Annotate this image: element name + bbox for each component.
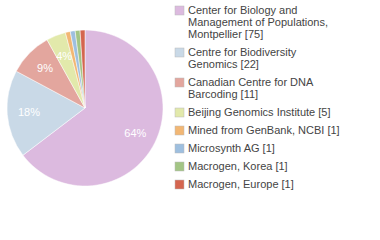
legend-line: Centre for Biodiversity	[188, 46, 297, 58]
slice	[80, 30, 85, 108]
legend-label: Canadian Centre for DNABarcoding [11]	[188, 76, 314, 100]
legend-item: Mined from GenBank, NCBI [1]	[175, 124, 340, 136]
pie	[7, 30, 163, 186]
legend-label: Centre for BiodiversityGenomics [22]	[188, 46, 297, 70]
legend-swatch	[175, 126, 184, 135]
legend-label: Beijing Genomics Institute [5]	[188, 106, 330, 118]
legend-swatch	[175, 48, 184, 57]
data-labels: 64% 18% 9%4%	[18, 50, 147, 139]
legend-label: Mined from GenBank, NCBI [1]	[188, 124, 340, 136]
data-label: 4%	[56, 50, 72, 62]
legend-swatch	[175, 144, 184, 153]
legend-item: Centre for BiodiversityGenomics [22]	[175, 46, 297, 70]
legend-label: Macrogen, Europe [1]	[188, 178, 294, 190]
legend-item: Macrogen, Korea [1]	[175, 160, 288, 172]
legend-swatch	[175, 78, 184, 87]
legend-line: Microsynth AG [1]	[188, 142, 275, 154]
legend-item: Center for Biology andManagement of Popu…	[175, 4, 328, 40]
slice	[70, 31, 85, 108]
legend-label: Microsynth AG [1]	[188, 142, 275, 154]
legend-line: Macrogen, Europe [1]	[188, 178, 294, 190]
legend: Center for Biology andManagement of Popu…	[175, 4, 340, 190]
legend-line: Mined from GenBank, NCBI [1]	[188, 124, 340, 136]
legend-item: Microsynth AG [1]	[175, 142, 275, 154]
legend-line: Macrogen, Korea [1]	[188, 160, 288, 172]
legend-swatch	[175, 108, 184, 117]
data-label: 9%	[37, 62, 53, 74]
legend-swatch	[175, 6, 184, 15]
legend-line: Center for Biology and	[188, 4, 297, 16]
legend-line: Genomics [22]	[188, 58, 259, 70]
legend-item: Beijing Genomics Institute [5]	[175, 106, 330, 118]
legend-swatch	[175, 180, 184, 189]
legend-line: Barcoding [11]	[188, 88, 258, 100]
legend-label: Macrogen, Korea [1]	[188, 160, 288, 172]
legend-line: Montpellier [75]	[188, 28, 263, 40]
legend-item: Canadian Centre for DNABarcoding [11]	[175, 76, 314, 100]
legend-line: Beijing Genomics Institute [5]	[188, 106, 330, 118]
data-label: 18%	[18, 106, 40, 118]
legend-swatch	[175, 162, 184, 171]
slice	[75, 30, 85, 108]
legend-label: Center for Biology andManagement of Popu…	[188, 4, 328, 40]
legend-line: Canadian Centre for DNA	[188, 76, 314, 88]
data-label: 64%	[124, 127, 146, 139]
chart: 64% 18% 9%4% Center for Biology andManageme…	[0, 0, 380, 240]
legend-line: Management of Populations,	[188, 16, 328, 28]
legend-item: Macrogen, Europe [1]	[175, 178, 294, 190]
